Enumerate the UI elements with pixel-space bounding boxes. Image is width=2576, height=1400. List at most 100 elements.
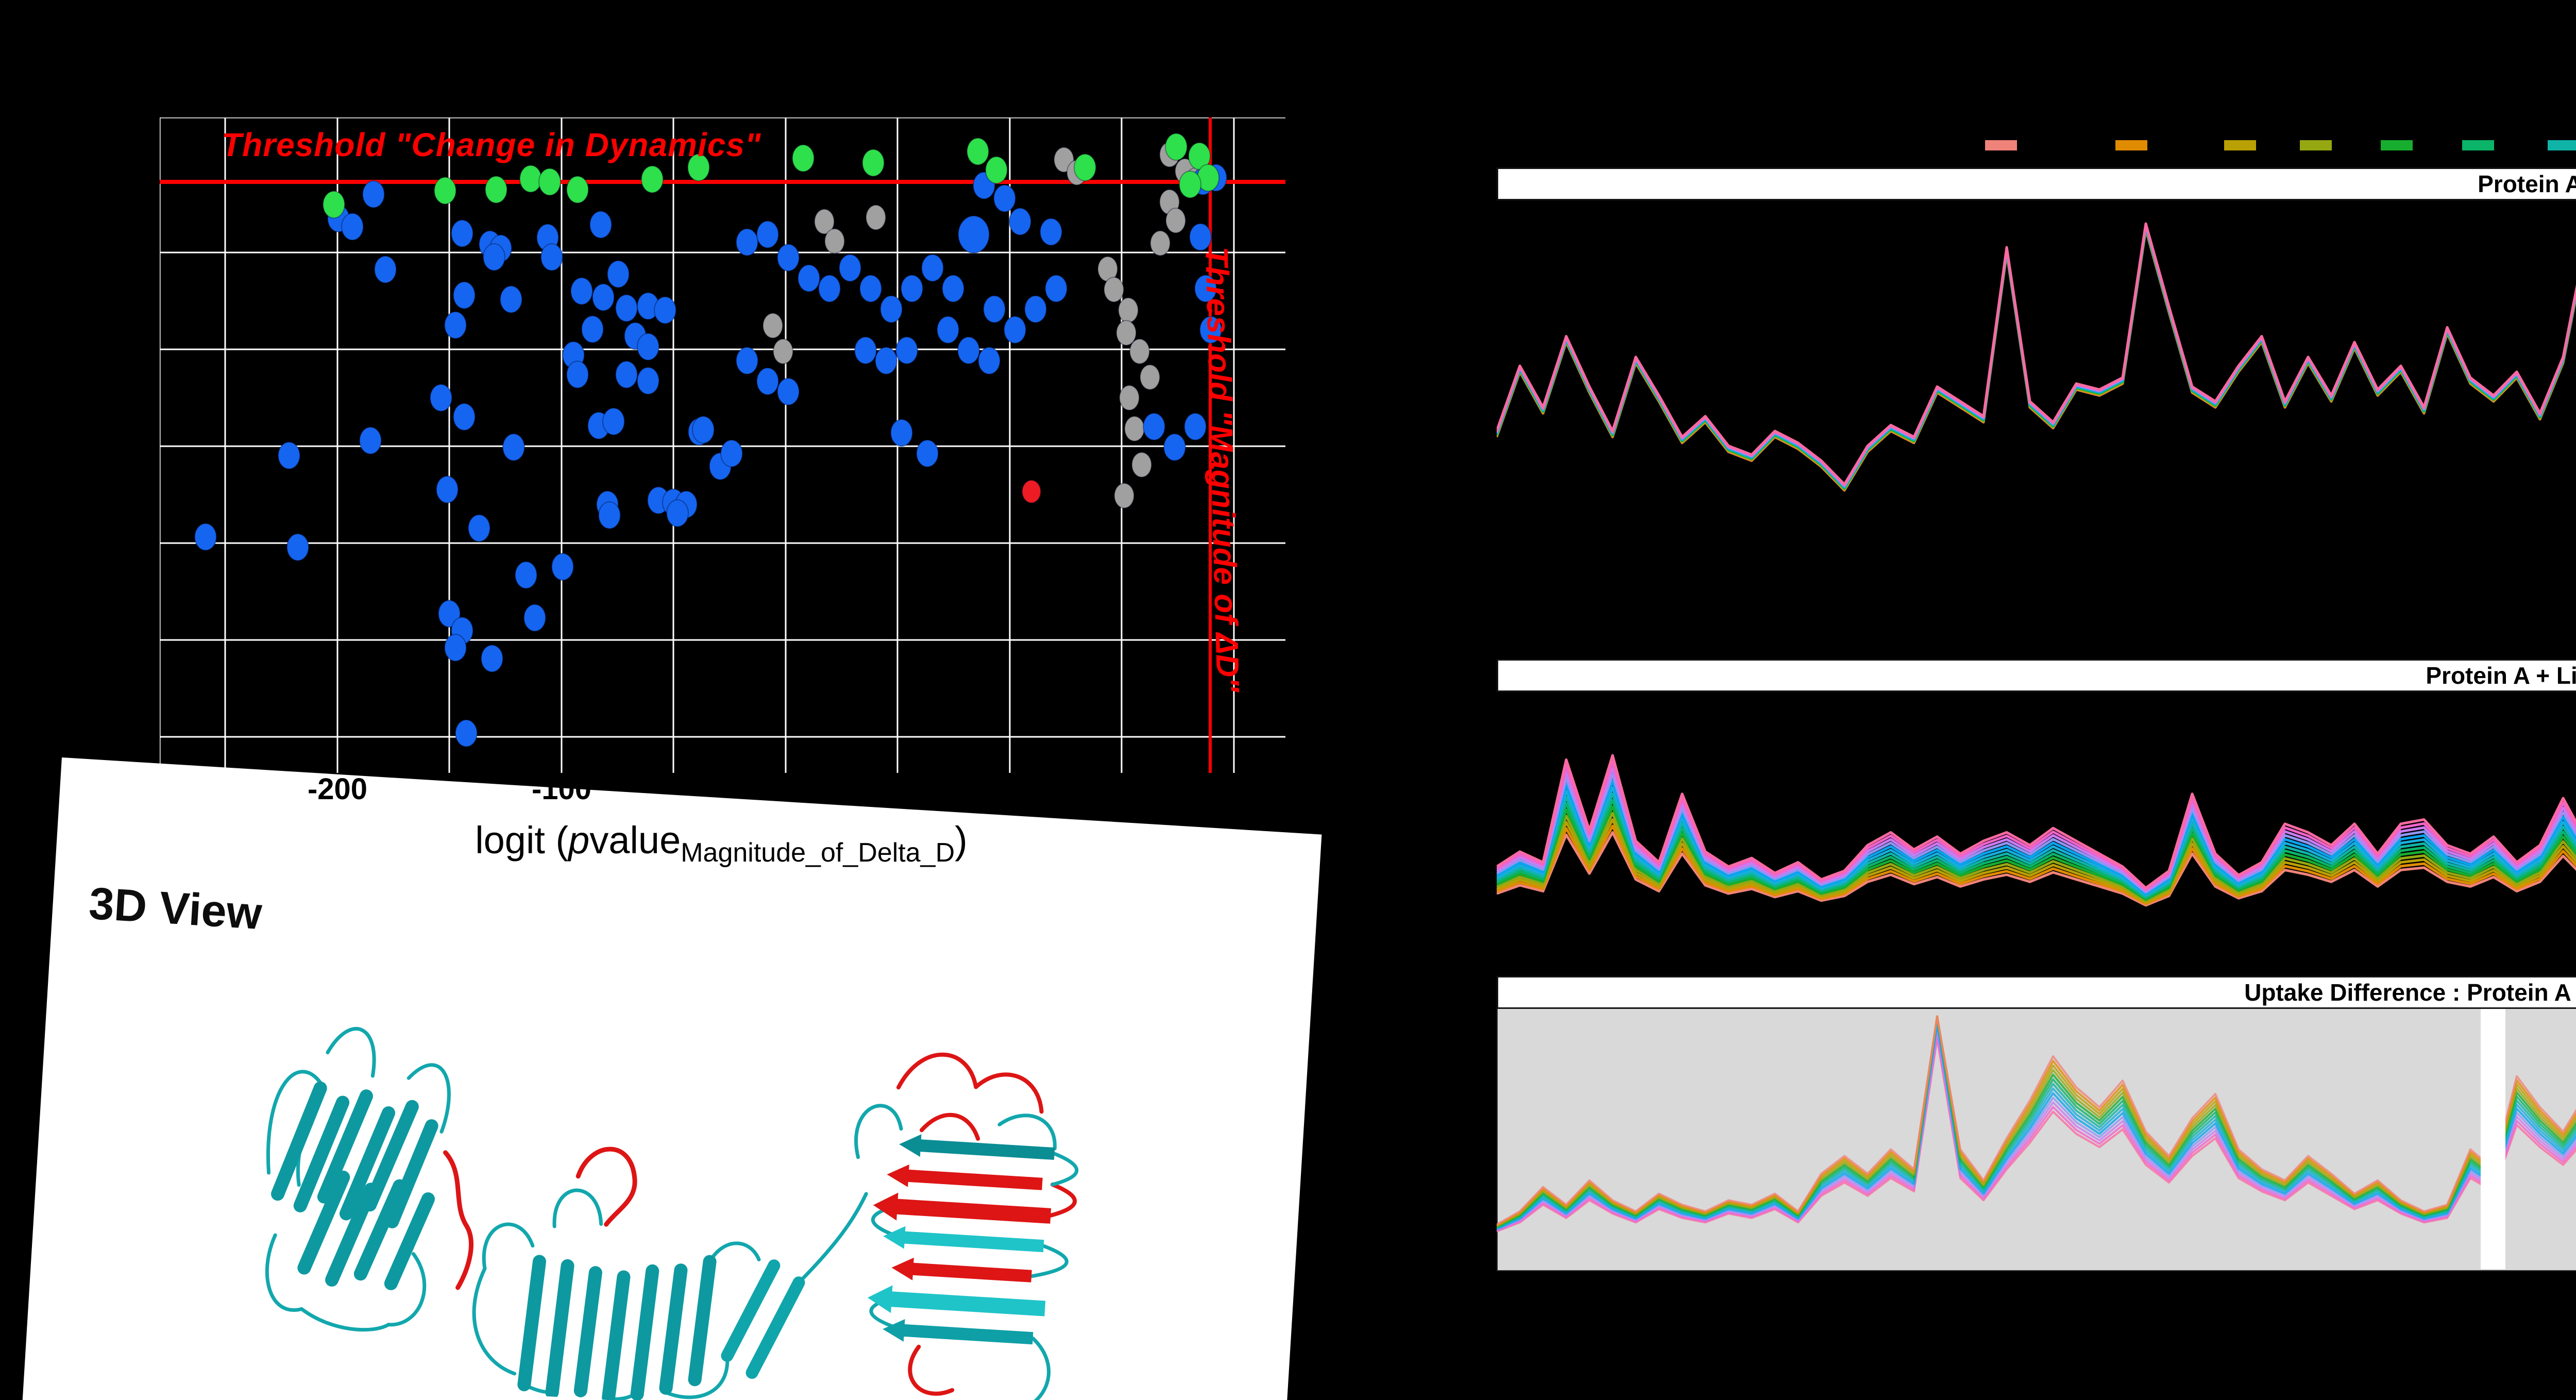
scatter-point[interactable]: [523, 604, 546, 632]
scatter-point[interactable]: [1150, 230, 1171, 256]
scatter-point[interactable]: [1004, 316, 1026, 344]
scatter-point[interactable]: [1022, 480, 1041, 503]
scatter-point[interactable]: [1143, 413, 1165, 441]
scatter-point[interactable]: [444, 311, 467, 339]
scatter-point[interactable]: [455, 719, 478, 747]
scatter-point[interactable]: [814, 209, 835, 234]
uptake-chart-protein-a-ligand[interactable]: [1497, 692, 2576, 975]
scatter-point[interactable]: [1009, 208, 1031, 235]
scatter-point[interactable]: [607, 260, 630, 288]
scatter-point[interactable]: [916, 440, 939, 467]
scatter-point[interactable]: [566, 176, 589, 204]
scatter-point[interactable]: [921, 254, 944, 282]
scatter-point[interactable]: [581, 315, 604, 343]
scatter-point[interactable]: [436, 476, 459, 503]
scatter-point[interactable]: [756, 367, 779, 395]
scatter-point[interactable]: [519, 165, 542, 193]
scatter-point[interactable]: [895, 336, 918, 364]
scatter-point[interactable]: [1040, 218, 1062, 246]
scatter-point[interactable]: [666, 499, 689, 527]
scatter-point[interactable]: [1188, 142, 1211, 170]
scatter-point[interactable]: [551, 553, 574, 581]
scatter-point[interactable]: [957, 336, 980, 364]
scatter-point[interactable]: [323, 191, 345, 218]
scatter-point[interactable]: [438, 600, 461, 628]
scatter-point[interactable]: [515, 561, 537, 589]
scatter-point[interactable]: [937, 316, 959, 344]
scatter-point[interactable]: [736, 347, 758, 375]
legend-dash-6[interactable]: [2548, 140, 2576, 150]
scatter-point[interactable]: [570, 277, 593, 305]
scatter-point[interactable]: [773, 339, 793, 364]
scatter-point[interactable]: [1179, 171, 1201, 198]
scatter-point[interactable]: [978, 347, 1001, 375]
scatter-point[interactable]: [875, 347, 897, 375]
scatter-point[interactable]: [1074, 154, 1096, 181]
scatter-point[interactable]: [1199, 316, 1222, 344]
scatter-point[interactable]: [798, 264, 820, 292]
scatter-point[interactable]: [637, 367, 659, 395]
scatter-point[interactable]: [654, 296, 676, 324]
scatter-point[interactable]: [1165, 208, 1186, 233]
scatter-point[interactable]: [901, 275, 923, 302]
legend-dash-4[interactable]: [2381, 140, 2413, 150]
scatter-point[interactable]: [1184, 413, 1207, 441]
scatter-point[interactable]: [692, 416, 715, 444]
scatter-point[interactable]: [451, 220, 473, 247]
scatter-point[interactable]: [687, 154, 710, 181]
scatter-point[interactable]: [341, 213, 364, 241]
scatter-point[interactable]: [434, 177, 456, 205]
scatter-point[interactable]: [444, 634, 467, 662]
scatter-point[interactable]: [1163, 433, 1186, 461]
scatter-point[interactable]: [278, 442, 300, 469]
scatter-point[interactable]: [818, 275, 841, 302]
scatter-point[interactable]: [641, 165, 664, 193]
scatter-point[interactable]: [1116, 320, 1137, 346]
scatter-point[interactable]: [359, 427, 382, 454]
scatter-point[interactable]: [194, 523, 217, 551]
scatter-point[interactable]: [1129, 339, 1150, 364]
scatter-point[interactable]: [1045, 275, 1067, 302]
scatter-point[interactable]: [736, 228, 758, 256]
scatter-point[interactable]: [592, 283, 615, 311]
scatter-point[interactable]: [374, 256, 397, 283]
scatter-point[interactable]: [854, 336, 877, 364]
scatter-point[interactable]: [286, 533, 309, 561]
scatter-point[interactable]: [756, 221, 779, 248]
scatter-point[interactable]: [485, 176, 507, 204]
scatter-point[interactable]: [1024, 295, 1047, 323]
scatter-point[interactable]: [602, 408, 625, 435]
legend-dash-5[interactable]: [2462, 140, 2494, 150]
scatter-point[interactable]: [540, 243, 563, 271]
uptake-difference-chart[interactable]: [1497, 1008, 2576, 1269]
scatter-point[interactable]: [615, 361, 638, 389]
scatter-point[interactable]: [824, 228, 845, 254]
scatter-point[interactable]: [967, 138, 989, 165]
scatter-point[interactable]: [792, 144, 815, 172]
scatter-point[interactable]: [1114, 483, 1134, 509]
scatter-point[interactable]: [1124, 416, 1145, 442]
scatter-point[interactable]: [430, 384, 452, 412]
scatter-point[interactable]: [362, 180, 385, 208]
scatter-point[interactable]: [839, 254, 861, 282]
scatter-point[interactable]: [880, 295, 903, 323]
scatter-point[interactable]: [538, 168, 561, 196]
scatter-point[interactable]: [1194, 275, 1217, 302]
scatter-point[interactable]: [890, 419, 913, 447]
scatter-point[interactable]: [1119, 385, 1140, 411]
legend-dash-0[interactable]: [1985, 140, 2017, 150]
legend-dash-2[interactable]: [2224, 140, 2256, 150]
scatter-point[interactable]: [1189, 223, 1212, 251]
scatter-point[interactable]: [468, 514, 490, 542]
volcano-plot[interactable]: [160, 117, 1285, 799]
scatter-point[interactable]: [1140, 364, 1160, 390]
scatter-point[interactable]: [598, 501, 621, 529]
scatter-point[interactable]: [777, 378, 800, 406]
scatter-point[interactable]: [720, 440, 743, 467]
scatter-point[interactable]: [481, 645, 503, 672]
legend-dash-1[interactable]: [2115, 140, 2147, 150]
scatter-point[interactable]: [993, 184, 1016, 212]
scatter-point[interactable]: [500, 285, 522, 313]
scatter-point-large[interactable]: [958, 215, 990, 254]
scatter-point[interactable]: [1131, 452, 1152, 478]
